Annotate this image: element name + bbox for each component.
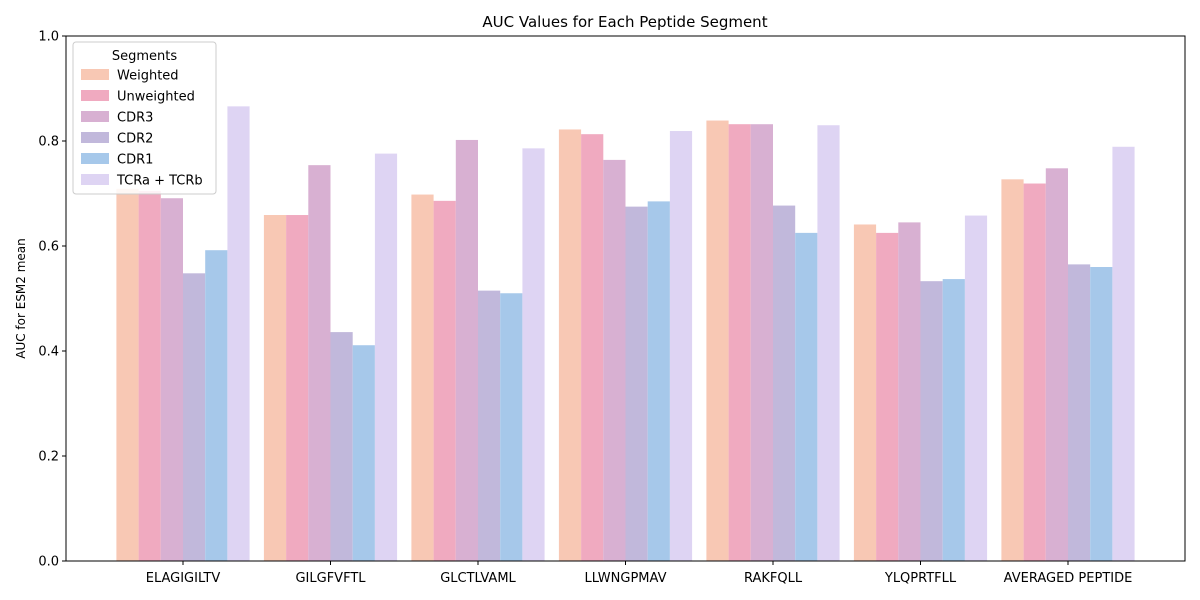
bar-weighted-rakfqll [706, 120, 729, 561]
bar-cdr1-glctlvaml [500, 293, 523, 561]
bar-weighted-gilgfvftl [263, 215, 287, 561]
bar-cdr2-glctlvaml [478, 290, 501, 562]
legend: Segments Weighted Unweighted CDR3 CDR2 CDR1 TC… [72, 41, 217, 195]
y-tick-label: 0.8 [38, 135, 59, 150]
y-tick-label: 0.4 [38, 345, 59, 360]
legend-swatch [81, 174, 109, 185]
legend-label: CDR3 [117, 111, 153, 126]
bar-cdr2-elagigiltv [183, 273, 206, 561]
y-tick-label: 1.0 [38, 30, 59, 45]
bar-cdr1-gilgfvftl [352, 345, 375, 561]
bar-cdr3-rakfqll [750, 124, 773, 561]
bar-tcra-tcrb-rakfqll [817, 125, 840, 561]
bar-tcra-tcrb-ylqprtfll [964, 215, 988, 562]
bar-tcra-tcrb-glctlvaml [522, 148, 545, 561]
bar-unweighted-gilgfvftl [286, 215, 309, 561]
legend-swatch [81, 153, 109, 164]
bar-weighted-averaged-peptide [1001, 179, 1024, 561]
legend-label: Unweighted [117, 90, 195, 105]
bars-group [116, 106, 1135, 562]
bar-cdr1-ylqprtfll [942, 279, 965, 561]
chart-title: AUC Values for Each Peptide Segment [482, 13, 767, 31]
legend-swatch [81, 69, 109, 80]
x-tick-label: RAKFQLL [744, 571, 803, 586]
bar-unweighted-ylqprtfll [876, 232, 899, 562]
bar-cdr2-rakfqll [773, 205, 796, 561]
x-tick-label: GILGFVFTL [295, 571, 366, 586]
bar-cdr2-llwngpmav [625, 206, 648, 562]
bar-weighted-glctlvaml [411, 194, 434, 562]
legend-swatch [81, 90, 109, 101]
legend-label: Weighted [117, 69, 179, 84]
bar-cdr1-elagigiltv [205, 250, 228, 561]
bar-tcra-tcrb-llwngpmav [669, 131, 693, 561]
bar-cdr2-gilgfvftl [330, 332, 353, 561]
legend-label: CDR1 [117, 153, 153, 168]
y-tick-label: 0.6 [38, 240, 59, 255]
bar-unweighted-elagigiltv [138, 190, 161, 562]
bar-tcra-tcrb-gilgfvftl [374, 153, 398, 561]
bar-cdr1-llwngpmav [647, 201, 670, 562]
bar-tcra-tcrb-elagigiltv [227, 106, 250, 561]
x-tick-label: GLCTLVAML [440, 571, 516, 586]
x-axis: ELAGIGILTV GILGFVFTL GLCTLVAML LLWNGPMAV RAK… [146, 561, 1133, 586]
bar-cdr3-elagigiltv [160, 198, 183, 562]
y-tick-label: 0.0 [38, 555, 59, 570]
bar-cdr1-rakfqll [795, 232, 818, 562]
bar-weighted-llwngpmav [558, 129, 582, 561]
y-axis: 0.0 0.2 0.4 0.6 0.8 1.0 [38, 30, 66, 570]
bar-cdr3-ylqprtfll [898, 222, 921, 562]
bar-weighted-elagigiltv [116, 188, 139, 561]
x-tick-label: YLQPRTFLL [884, 571, 957, 586]
y-tick-label: 0.2 [38, 450, 59, 465]
bar-cdr3-gilgfvftl [308, 165, 331, 561]
x-tick-label: ELAGIGILTV [146, 571, 221, 586]
bar-weighted-ylqprtfll [853, 224, 877, 561]
legend-swatch [81, 132, 109, 143]
x-tick-label: AVERAGED PEPTIDE [1004, 571, 1133, 586]
bar-cdr1-averaged-peptide [1090, 267, 1113, 561]
bar-cdr2-averaged-peptide [1068, 264, 1091, 562]
bar-unweighted-averaged-peptide [1023, 183, 1046, 561]
bar-tcra-tcrb-averaged-peptide [1112, 146, 1135, 561]
bar-unweighted-glctlvaml [433, 200, 456, 561]
legend-label: CDR2 [117, 132, 153, 147]
legend-label: TCRa + TCRb [116, 174, 203, 189]
bar-cdr2-ylqprtfll [920, 281, 943, 561]
bar-cdr3-glctlvaml [455, 139, 478, 561]
y-axis-label: AUC for ESM2 mean [14, 238, 28, 359]
bar-unweighted-rakfqll [728, 124, 751, 561]
bar-cdr3-llwngpmav [603, 159, 626, 561]
x-tick-label: LLWNGPMAV [585, 571, 667, 586]
bar-unweighted-llwngpmav [581, 134, 604, 561]
bar-cdr3-averaged-peptide [1045, 168, 1068, 562]
legend-swatch [81, 111, 109, 122]
legend-title: Segments [112, 49, 178, 64]
